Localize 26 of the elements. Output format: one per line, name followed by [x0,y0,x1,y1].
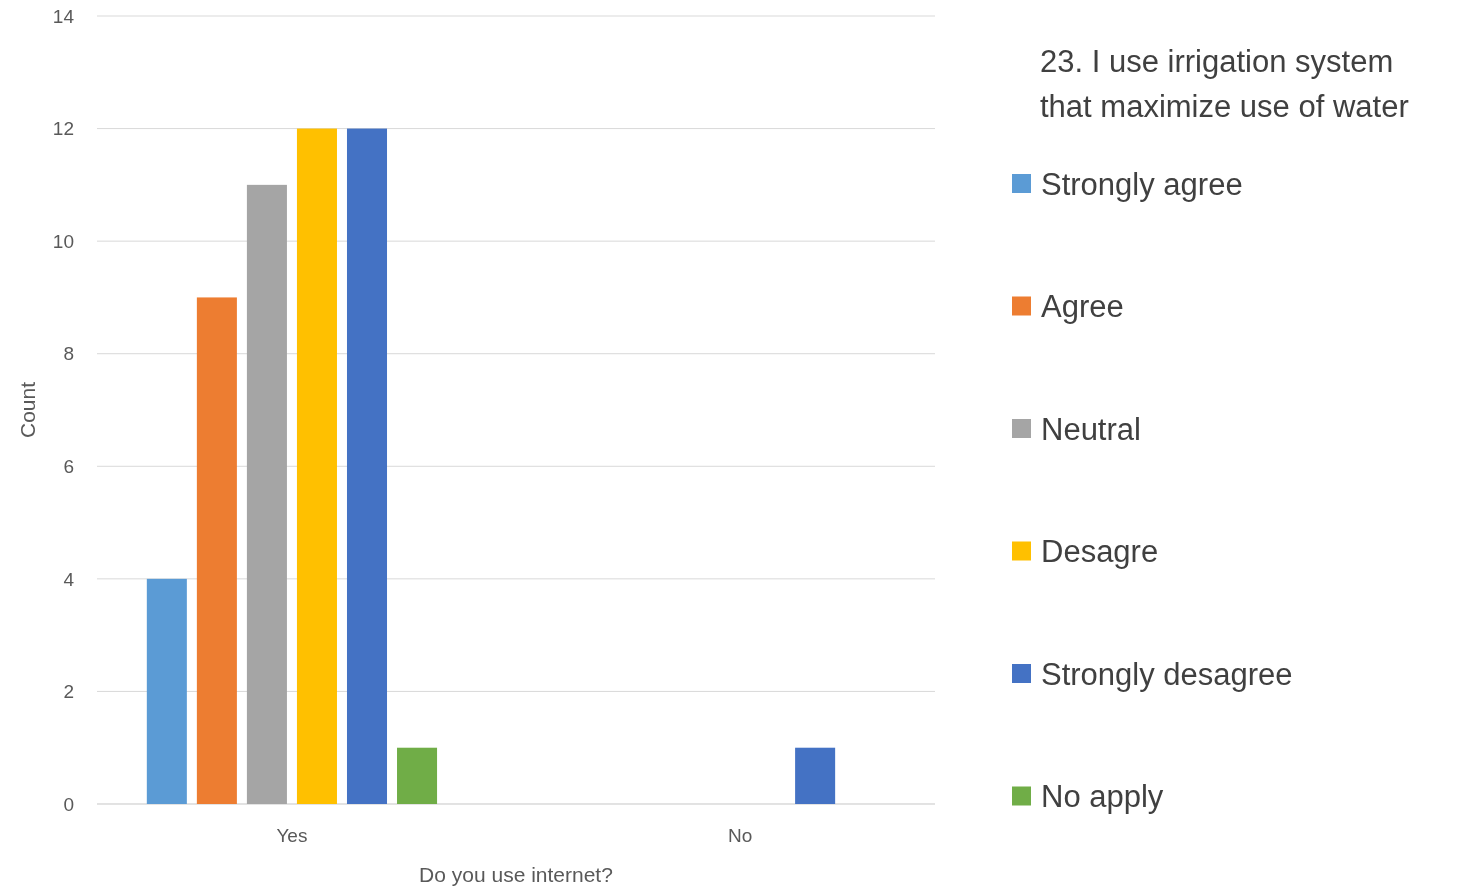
legend-label: No apply [1041,779,1164,815]
x-tick-label: Yes [276,825,308,846]
legend-label: Agree [1041,289,1124,325]
legend-label: Strongly agree [1041,166,1243,202]
legend-label: Strongly desagree [1041,656,1293,692]
y-tick-label: 14 [52,5,75,27]
x-axis-title: Do you use internet? [419,863,613,886]
bar [795,747,836,804]
y-tick-label: 8 [63,343,74,365]
y-tick-label: 4 [63,568,75,590]
bar [397,747,438,804]
bar [296,128,337,804]
y-tick-label: 10 [52,230,74,252]
x-tick-label: No [727,825,753,846]
bar [246,184,287,804]
y-axis-title: Count [16,381,39,439]
bar [346,128,388,804]
y-tick-label: 12 [52,118,74,140]
y-tick-label: 6 [63,455,74,477]
y-tick-label: 0 [63,793,74,815]
legend-title: 23. I use irrigation system that maximize use of water [1040,44,1409,124]
legend-label: Desagre [1041,534,1159,570]
y-tick-label: 2 [63,681,74,703]
bar [196,297,237,804]
bar [146,578,187,804]
legend-label: Neutral [1041,411,1141,447]
